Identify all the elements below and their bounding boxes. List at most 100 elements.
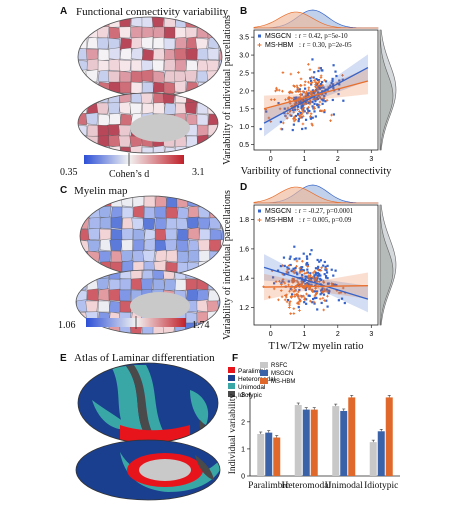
- bar-ms-hbm-idiotypic: [385, 397, 393, 476]
- parcel: [119, 278, 132, 291]
- point-msgcn: [325, 268, 328, 272]
- point-mshbm: [296, 87, 300, 91]
- point-msgcn: [295, 96, 298, 99]
- y-tick-label: 2.0: [239, 88, 249, 95]
- point-mshbm: [290, 91, 294, 94]
- parcel: [142, 249, 156, 263]
- point-msgcn: [309, 79, 313, 83]
- point-msgcn: [308, 92, 311, 95]
- legend-series-stat: : r = -0.27, p=0.0001: [295, 207, 354, 215]
- point-msgcn: [322, 99, 325, 102]
- parcel: [173, 70, 187, 83]
- parcel: [196, 146, 210, 153]
- point-msgcn: [319, 67, 322, 70]
- point-msgcn: [301, 127, 304, 131]
- point-mshbm: [314, 97, 318, 101]
- parcel: [196, 277, 209, 291]
- point-mshbm: [279, 289, 283, 292]
- parcel: [174, 59, 187, 72]
- point-mshbm: [298, 309, 301, 312]
- bar-rsfc-idiotypic: [369, 442, 377, 476]
- chartD-right-marginal: [379, 204, 397, 326]
- point-mshbm: [277, 298, 280, 302]
- parcel: [108, 58, 121, 72]
- point-mshbm: [323, 287, 326, 291]
- point-msgcn: [306, 92, 310, 95]
- point-mshbm: [309, 299, 312, 303]
- parcel: [197, 239, 211, 252]
- parcel: [184, 70, 198, 83]
- parcel: [78, 26, 88, 39]
- point-msgcn: [311, 89, 314, 92]
- colorbar-c-max: 1.74: [192, 320, 210, 331]
- point-mshbm: [320, 266, 323, 269]
- parcel: [152, 333, 165, 334]
- parcel: [78, 92, 88, 97]
- point-mshbm: [290, 288, 294, 292]
- point-msgcn: [297, 117, 301, 120]
- point-msgcn: [314, 273, 317, 276]
- parcel: [198, 228, 211, 241]
- parcel: [152, 48, 165, 61]
- parcel: [109, 239, 123, 252]
- legend-marker-msgcn: [258, 209, 261, 213]
- point-mshbm: [291, 277, 294, 281]
- parcel: [174, 332, 188, 334]
- point-mshbm: [299, 294, 303, 298]
- point-mshbm: [288, 306, 291, 309]
- point-msgcn: [300, 104, 304, 107]
- point-mshbm: [312, 277, 316, 280]
- parcel: [108, 134, 121, 148]
- point-msgcn: [312, 76, 315, 79]
- point-msgcn: [276, 269, 280, 272]
- point-msgcn: [332, 64, 335, 67]
- x-tick-label: 1: [302, 156, 306, 163]
- parcel: [174, 278, 187, 291]
- colorbar-a-min: 0.35: [60, 167, 78, 178]
- parcel: [97, 300, 110, 313]
- parcel: [207, 26, 220, 40]
- point-mshbm: [309, 82, 313, 85]
- point-msgcn: [327, 86, 330, 89]
- panel-a-letter: A: [60, 6, 67, 17]
- point-mshbm: [320, 109, 324, 113]
- parcel: [206, 59, 220, 72]
- point-mshbm: [289, 90, 292, 94]
- legend-label: MSGCN: [271, 371, 293, 377]
- parcel: [209, 239, 222, 252]
- legend-series-name: MSGCN: [265, 208, 291, 215]
- point-msgcn: [324, 274, 328, 278]
- point-msgcn: [292, 123, 295, 126]
- point-msgcn: [343, 301, 346, 305]
- point-mshbm: [290, 97, 294, 100]
- parcel: [209, 272, 222, 276]
- point-msgcn: [304, 288, 307, 292]
- parcel: [131, 217, 145, 230]
- point-msgcn: [279, 265, 282, 268]
- point-mshbm: [319, 85, 322, 88]
- parcel: [141, 333, 155, 334]
- parcel: [132, 250, 145, 263]
- point-msgcn: [326, 282, 330, 285]
- point-msgcn: [314, 99, 317, 103]
- point-mshbm: [302, 91, 306, 94]
- point-msgcn: [301, 105, 304, 108]
- parcel: [154, 249, 168, 263]
- parcel: [140, 278, 154, 291]
- point-mshbm: [286, 106, 290, 110]
- point-mshbm: [323, 108, 326, 112]
- point-mshbm: [281, 278, 285, 281]
- bar-ms-hbm-unimodal: [348, 397, 356, 476]
- point-mshbm: [314, 81, 317, 84]
- point-mshbm: [341, 74, 344, 77]
- parcel: [119, 81, 132, 94]
- x-tick-label: 3: [369, 156, 373, 163]
- point-mshbm: [314, 287, 317, 290]
- point-msgcn: [283, 264, 286, 268]
- point-msgcn: [288, 257, 291, 260]
- point-msgcn: [287, 271, 290, 274]
- point-mshbm: [280, 283, 283, 286]
- point-mshbm: [293, 268, 297, 272]
- point-msgcn: [337, 299, 340, 302]
